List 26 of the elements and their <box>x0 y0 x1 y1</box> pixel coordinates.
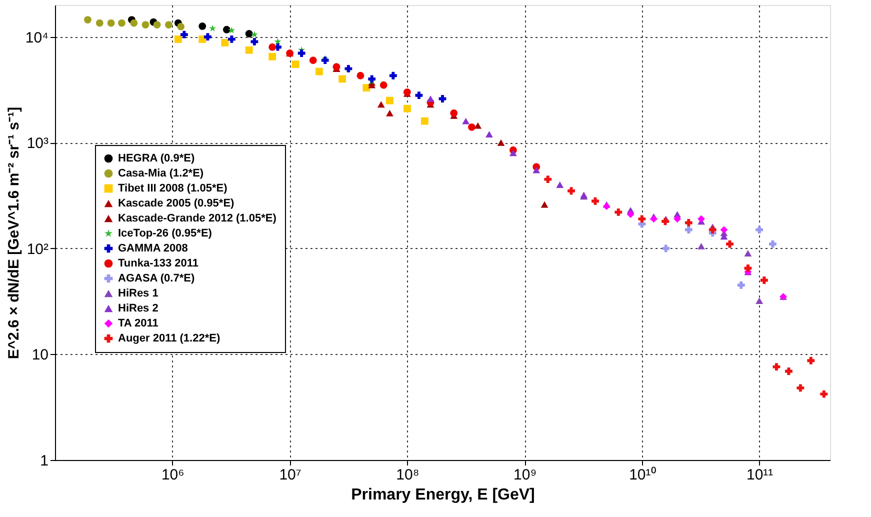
y-tick-label: 10⁴ <box>25 29 48 46</box>
x-tick-label: 10⁶ <box>161 466 184 484</box>
legend-label: Casa-Mia (1.2*E) <box>118 168 204 180</box>
legend-label: Tunka-133 2011 <box>118 258 199 270</box>
legend-label: TA 2011 <box>118 318 158 330</box>
y-tick-label: 10² <box>26 240 48 258</box>
x-tick-label: 10⁹ <box>513 466 537 484</box>
legend-label: Auger 2011 (1.22*E) <box>118 332 220 344</box>
legend-label: AGASA (0.7*E) <box>118 272 195 284</box>
legend-label: Kascade-Grande 2012 (1.05*E) <box>118 212 277 224</box>
legend-label: HiRes 1 <box>118 288 158 300</box>
y-axis-title: E^2.6 × dN/dE [GeV^1.6 m⁻² sr⁻¹ s⁻¹] <box>5 106 22 360</box>
legend-label: HiRes 2 <box>118 302 158 314</box>
x-tick-label: 10¹⁰ <box>629 466 656 484</box>
x-axis-title: Primary Energy, E [GeV] <box>351 486 535 504</box>
legend-label: GAMMA 2008 <box>118 242 188 254</box>
y-tick-label: 10 <box>32 346 48 364</box>
legend-label: IceTop-26 (0.95*E) <box>118 228 212 240</box>
x-tick-label: 10⁷ <box>279 466 302 484</box>
legend-label: Tibet III 2008 (1.05*E) <box>118 182 228 194</box>
x-tick-label: 10⁸ <box>396 466 420 484</box>
legend-label: HEGRA (0.9*E) <box>118 152 195 164</box>
x-tick-label: 10¹¹ <box>746 466 774 484</box>
legend-label: Kascade 2005 (0.95*E) <box>118 198 235 210</box>
y-tick-label: 1 <box>40 452 48 470</box>
y-tick-label: 10³ <box>26 135 48 152</box>
